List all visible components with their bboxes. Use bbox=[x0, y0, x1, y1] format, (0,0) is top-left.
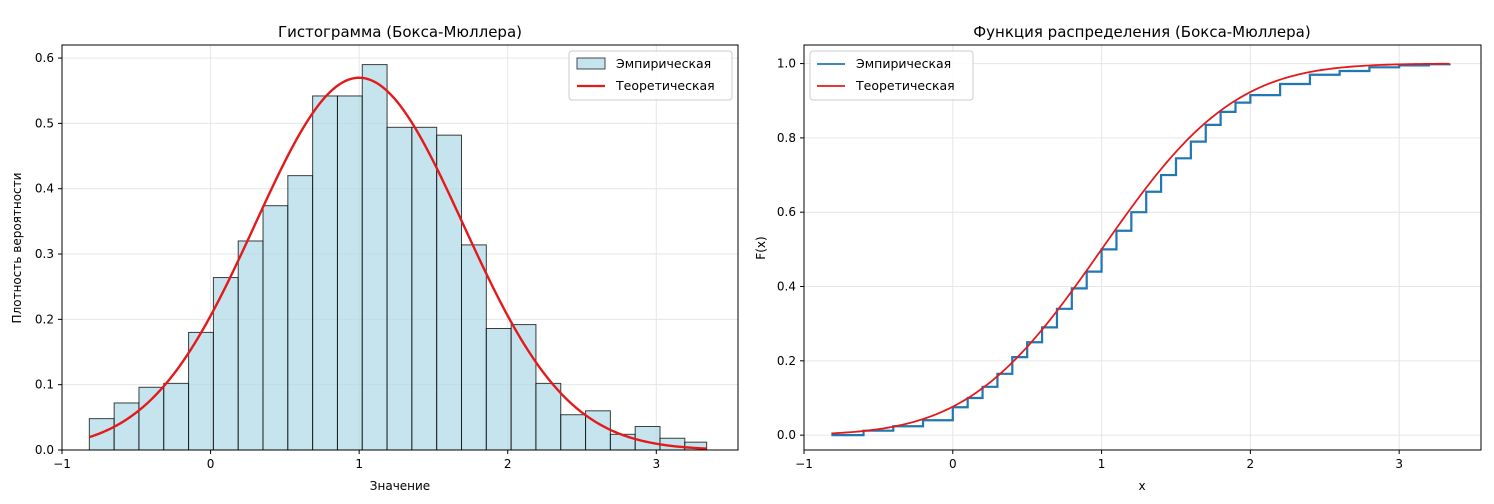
histogram-bar bbox=[386, 126, 413, 451]
histogram-x-tick-label: −1 bbox=[53, 457, 71, 471]
cdf-y-tick-label: 0.8 bbox=[777, 131, 796, 145]
histogram-theoretical-line bbox=[88, 76, 707, 450]
histogram-bar bbox=[361, 64, 388, 451]
histogram-legend-swatch-empirical bbox=[576, 57, 606, 70]
cdf-lines bbox=[831, 62, 1451, 437]
cdf-y-tick-label: 0.6 bbox=[777, 205, 796, 219]
histogram-bar bbox=[535, 382, 562, 451]
cdf-theoretical-line bbox=[831, 62, 1450, 435]
histogram-legend-box bbox=[568, 50, 733, 101]
cdf-plot-frame bbox=[803, 44, 1482, 451]
histogram-legend-label-theoretical: Теоретическая bbox=[615, 78, 715, 93]
histogram-x-tick-label: 3 bbox=[652, 457, 660, 471]
cdf-legend-label-empirical: Эмпирическая bbox=[856, 56, 951, 71]
histogram-y-tick-label: 0.2 bbox=[35, 312, 54, 326]
histogram-bar bbox=[113, 402, 140, 451]
histogram-bar bbox=[461, 244, 487, 451]
cdf-chart: −1 0 1 2 3 0.0 0.2 0.4 0.6 0.8 1.0 Функция распред… bbox=[754, 23, 1482, 493]
histogram-bars bbox=[88, 64, 708, 451]
histogram-bar bbox=[485, 328, 512, 451]
cdf-y-tick-label: 0.4 bbox=[777, 280, 796, 294]
cdf-y-tick-label: 0.2 bbox=[777, 354, 796, 368]
cdf-x-tick-label: 0 bbox=[949, 457, 957, 471]
histogram-legend: Эмпирическая Теоретическая bbox=[568, 50, 733, 101]
histogram-y-tick-label: 0.3 bbox=[35, 247, 54, 261]
cdf-y-tick-label: 0.0 bbox=[777, 428, 796, 442]
histogram-theoretical-curve bbox=[88, 76, 707, 450]
histogram-bar bbox=[634, 425, 661, 451]
cdf-legend-label-theoretical: Теоретическая bbox=[855, 78, 955, 93]
histogram-y-axis-label: Плотность вероятности bbox=[10, 173, 24, 324]
histogram-bar bbox=[88, 418, 115, 451]
histogram-bar bbox=[163, 382, 190, 451]
cdf-ticks: −1 0 1 2 3 0.0 0.2 0.4 0.6 0.8 1.0 bbox=[777, 57, 1403, 471]
histogram-y-tick-label: 0.5 bbox=[35, 116, 54, 130]
histogram-y-tick-label: 0.0 bbox=[35, 443, 54, 457]
histogram-bar bbox=[312, 95, 338, 451]
histogram-y-tick-label: 0.6 bbox=[35, 51, 54, 65]
histogram-bar bbox=[436, 134, 463, 451]
histogram-chart: −1 0 1 2 3 0.0 0.1 0.2 0.3 0.4 0.5 0.6 Гистограмма … bbox=[10, 23, 739, 493]
histogram-plot-frame bbox=[61, 44, 739, 451]
cdf-legend: Эмпирическая Теоретическая bbox=[809, 50, 974, 101]
cdf-x-tick-label: −1 bbox=[795, 457, 813, 471]
cdf-x-tick-label: 3 bbox=[1395, 457, 1403, 471]
histogram-bar bbox=[138, 386, 165, 451]
cdf-gridlines bbox=[803, 45, 1481, 450]
histogram-bar bbox=[336, 95, 363, 451]
histogram-x-axis-label: Значение bbox=[370, 479, 430, 493]
histogram-title: Гистограмма (Бокса-Мюллера) bbox=[278, 23, 522, 41]
cdf-empirical-line bbox=[831, 63, 1451, 437]
histogram-y-tick-label: 0.1 bbox=[35, 378, 54, 392]
histogram-bar bbox=[188, 331, 214, 451]
histogram-bar bbox=[262, 205, 289, 451]
cdf-x-tick-label: 2 bbox=[1247, 457, 1255, 471]
cdf-x-axis-label: x bbox=[1138, 479, 1145, 493]
histogram-x-tick-label: 0 bbox=[207, 457, 215, 471]
histogram-y-tick-label: 0.4 bbox=[35, 182, 54, 196]
histogram-bar bbox=[237, 240, 264, 451]
histogram-ticks: −1 0 1 2 3 0.0 0.1 0.2 0.3 0.4 0.5 0.6 bbox=[35, 51, 660, 471]
cdf-title: Функция распределения (Бокса-Мюллера) bbox=[973, 23, 1310, 41]
cdf-x-tick-label: 1 bbox=[1098, 457, 1106, 471]
cdf-legend-box bbox=[809, 50, 974, 101]
histogram-bar bbox=[411, 126, 438, 451]
histogram-x-tick-label: 1 bbox=[355, 457, 363, 471]
cdf-y-tick-label: 1.0 bbox=[777, 57, 796, 71]
histogram-bar bbox=[560, 414, 587, 451]
histogram-bar bbox=[212, 277, 239, 451]
histogram-legend-label-empirical: Эмпирическая bbox=[616, 56, 711, 71]
histogram-bar bbox=[287, 175, 314, 451]
cdf-y-axis-label: F(x) bbox=[754, 236, 768, 259]
histogram-x-tick-label: 2 bbox=[504, 457, 512, 471]
